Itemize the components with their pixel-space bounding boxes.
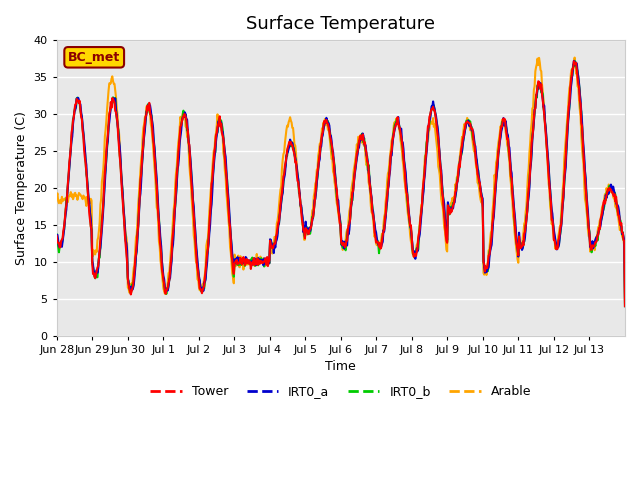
Line: Arable: Arable [57, 58, 625, 306]
Tower [621, 303, 629, 309]
IRT0_a [274, 233, 282, 239]
Arable [120, 200, 127, 205]
Arable [621, 303, 629, 309]
IRT0_b [252, 263, 260, 268]
IRT0_b [274, 230, 282, 236]
Arable [53, 193, 61, 199]
X-axis label: Time: Time [326, 360, 356, 373]
IRT0_b [120, 207, 127, 213]
Arable [224, 209, 232, 215]
Tower [399, 156, 407, 161]
IRT0_a [399, 146, 407, 152]
Arable [431, 129, 439, 134]
Arable [399, 164, 407, 169]
Legend: Tower, IRT0_a, IRT0_b, Arable: Tower, IRT0_a, IRT0_b, Arable [145, 380, 536, 403]
Line: IRT0_b: IRT0_b [57, 61, 625, 306]
Tower [252, 259, 260, 264]
Tower [570, 58, 578, 64]
IRT0_a [224, 188, 232, 193]
IRT0_a [120, 204, 127, 209]
Tower [224, 195, 232, 201]
IRT0_a [53, 232, 61, 238]
IRT0_b [224, 193, 232, 199]
Y-axis label: Surface Temperature (C): Surface Temperature (C) [15, 111, 28, 265]
IRT0_a [570, 58, 578, 64]
Arable [252, 259, 260, 265]
Tower [53, 233, 61, 239]
IRT0_b [431, 111, 439, 117]
Line: IRT0_a: IRT0_a [57, 61, 625, 306]
Title: Surface Temperature: Surface Temperature [246, 15, 435, 33]
Arable [571, 55, 579, 60]
IRT0_b [53, 231, 61, 237]
IRT0_b [399, 156, 407, 162]
Tower [274, 225, 282, 231]
Text: BC_met: BC_met [68, 51, 120, 64]
Tower [120, 209, 127, 215]
IRT0_a [252, 262, 260, 268]
Tower [431, 112, 439, 118]
IRT0_b [571, 58, 579, 64]
IRT0_a [431, 110, 439, 116]
Arable [274, 218, 282, 224]
Line: Tower: Tower [57, 61, 625, 306]
IRT0_b [621, 303, 629, 309]
IRT0_a [621, 303, 629, 309]
